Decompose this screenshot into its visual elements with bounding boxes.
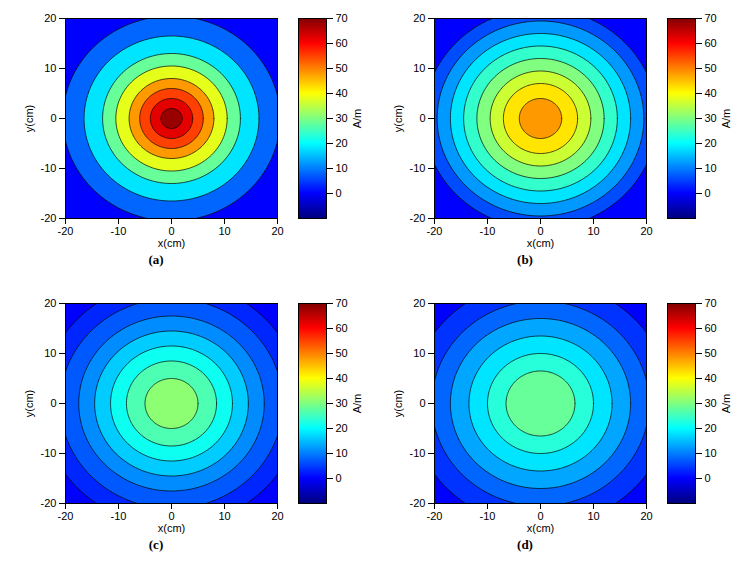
svg-text:y(cm): y(cm) <box>392 105 404 133</box>
svg-text:-10: -10 <box>41 162 57 174</box>
svg-text:50: 50 <box>336 62 348 74</box>
svg-text:-20: -20 <box>58 510 74 522</box>
svg-text:0: 0 <box>168 510 174 522</box>
svg-text:20: 20 <box>413 12 425 24</box>
html-text:(b): (b) <box>517 252 533 267</box>
svg-text:70: 70 <box>336 12 348 24</box>
svg-text:30: 30 <box>705 112 717 124</box>
svg-text:60: 60 <box>336 37 348 49</box>
svg-text:0: 0 <box>336 472 342 484</box>
svg-text:0: 0 <box>419 112 425 124</box>
svg-text:0: 0 <box>537 225 543 237</box>
svg-text:x(cm): x(cm) <box>158 522 186 534</box>
svg-text:50: 50 <box>705 62 717 74</box>
svg-text:10: 10 <box>44 347 56 359</box>
svg-text:70: 70 <box>705 297 717 309</box>
svg-text:10: 10 <box>44 62 56 74</box>
html-text:(c): (c) <box>148 537 164 552</box>
svg-text:-10: -10 <box>410 162 426 174</box>
svg-text:10: 10 <box>587 225 599 237</box>
svg-text:x(cm): x(cm) <box>527 522 555 534</box>
svg-text:10: 10 <box>705 447 717 459</box>
svg-text:20: 20 <box>640 510 652 522</box>
svg-text:-20: -20 <box>410 212 426 224</box>
svg-text:-20: -20 <box>410 497 426 509</box>
svg-text:10: 10 <box>336 447 348 459</box>
svg-text:50: 50 <box>336 347 348 359</box>
svg-text:70: 70 <box>336 297 348 309</box>
svg-text:0: 0 <box>50 112 56 124</box>
svg-text:0: 0 <box>50 397 56 409</box>
svg-text:60: 60 <box>705 37 717 49</box>
svg-text:20: 20 <box>44 12 56 24</box>
svg-text:x(cm): x(cm) <box>527 237 555 249</box>
svg-text:30: 30 <box>336 397 348 409</box>
svg-text:-10: -10 <box>410 447 426 459</box>
svg-text:70: 70 <box>705 12 717 24</box>
svg-text:0: 0 <box>419 397 425 409</box>
svg-text:0: 0 <box>705 187 711 199</box>
svg-text:20: 20 <box>705 137 717 149</box>
svg-text:10: 10 <box>413 62 425 74</box>
svg-text:y(cm): y(cm) <box>23 105 35 133</box>
svg-text:10: 10 <box>218 510 230 522</box>
svg-text:20: 20 <box>271 225 283 237</box>
svg-text:A/m: A/m <box>351 109 363 129</box>
svg-text:-10: -10 <box>41 447 57 459</box>
svg-text:20: 20 <box>413 297 425 309</box>
svg-text:-10: -10 <box>480 510 496 522</box>
svg-text:20: 20 <box>336 422 348 434</box>
svg-text:-10: -10 <box>111 510 127 522</box>
svg-text:-20: -20 <box>427 225 443 237</box>
svg-text:20: 20 <box>640 225 652 237</box>
svg-text:x(cm): x(cm) <box>158 237 186 249</box>
svg-text:A/m: A/m <box>720 394 732 414</box>
svg-text:10: 10 <box>587 510 599 522</box>
svg-text:40: 40 <box>336 87 348 99</box>
svg-text:20: 20 <box>336 137 348 149</box>
svg-text:-20: -20 <box>58 225 74 237</box>
svg-text:50: 50 <box>705 347 717 359</box>
svg-text:-10: -10 <box>111 225 127 237</box>
svg-text:-20: -20 <box>41 212 57 224</box>
svg-text:0: 0 <box>336 187 342 199</box>
svg-text:20: 20 <box>44 297 56 309</box>
svg-text:20: 20 <box>705 422 717 434</box>
svg-text:-10: -10 <box>480 225 496 237</box>
svg-text:20: 20 <box>271 510 283 522</box>
svg-text:y(cm): y(cm) <box>392 390 404 418</box>
svg-text:10: 10 <box>413 347 425 359</box>
svg-text:40: 40 <box>336 372 348 384</box>
html-text:(a): (a) <box>148 252 164 267</box>
svg-text:-20: -20 <box>427 510 443 522</box>
svg-text:-20: -20 <box>41 497 57 509</box>
svg-text:60: 60 <box>336 322 348 334</box>
svg-text:60: 60 <box>705 322 717 334</box>
svg-text:40: 40 <box>705 372 717 384</box>
svg-text:30: 30 <box>336 112 348 124</box>
svg-text:A/m: A/m <box>351 394 363 414</box>
svg-text:10: 10 <box>705 162 717 174</box>
svg-text:0: 0 <box>537 510 543 522</box>
svg-text:A/m: A/m <box>720 109 732 129</box>
svg-text:0: 0 <box>705 472 711 484</box>
svg-text:40: 40 <box>705 87 717 99</box>
svg-text:30: 30 <box>705 397 717 409</box>
html-text:(d): (d) <box>517 537 533 552</box>
svg-text:10: 10 <box>218 225 230 237</box>
svg-text:10: 10 <box>336 162 348 174</box>
svg-text:0: 0 <box>168 225 174 237</box>
svg-text:y(cm): y(cm) <box>23 390 35 418</box>
